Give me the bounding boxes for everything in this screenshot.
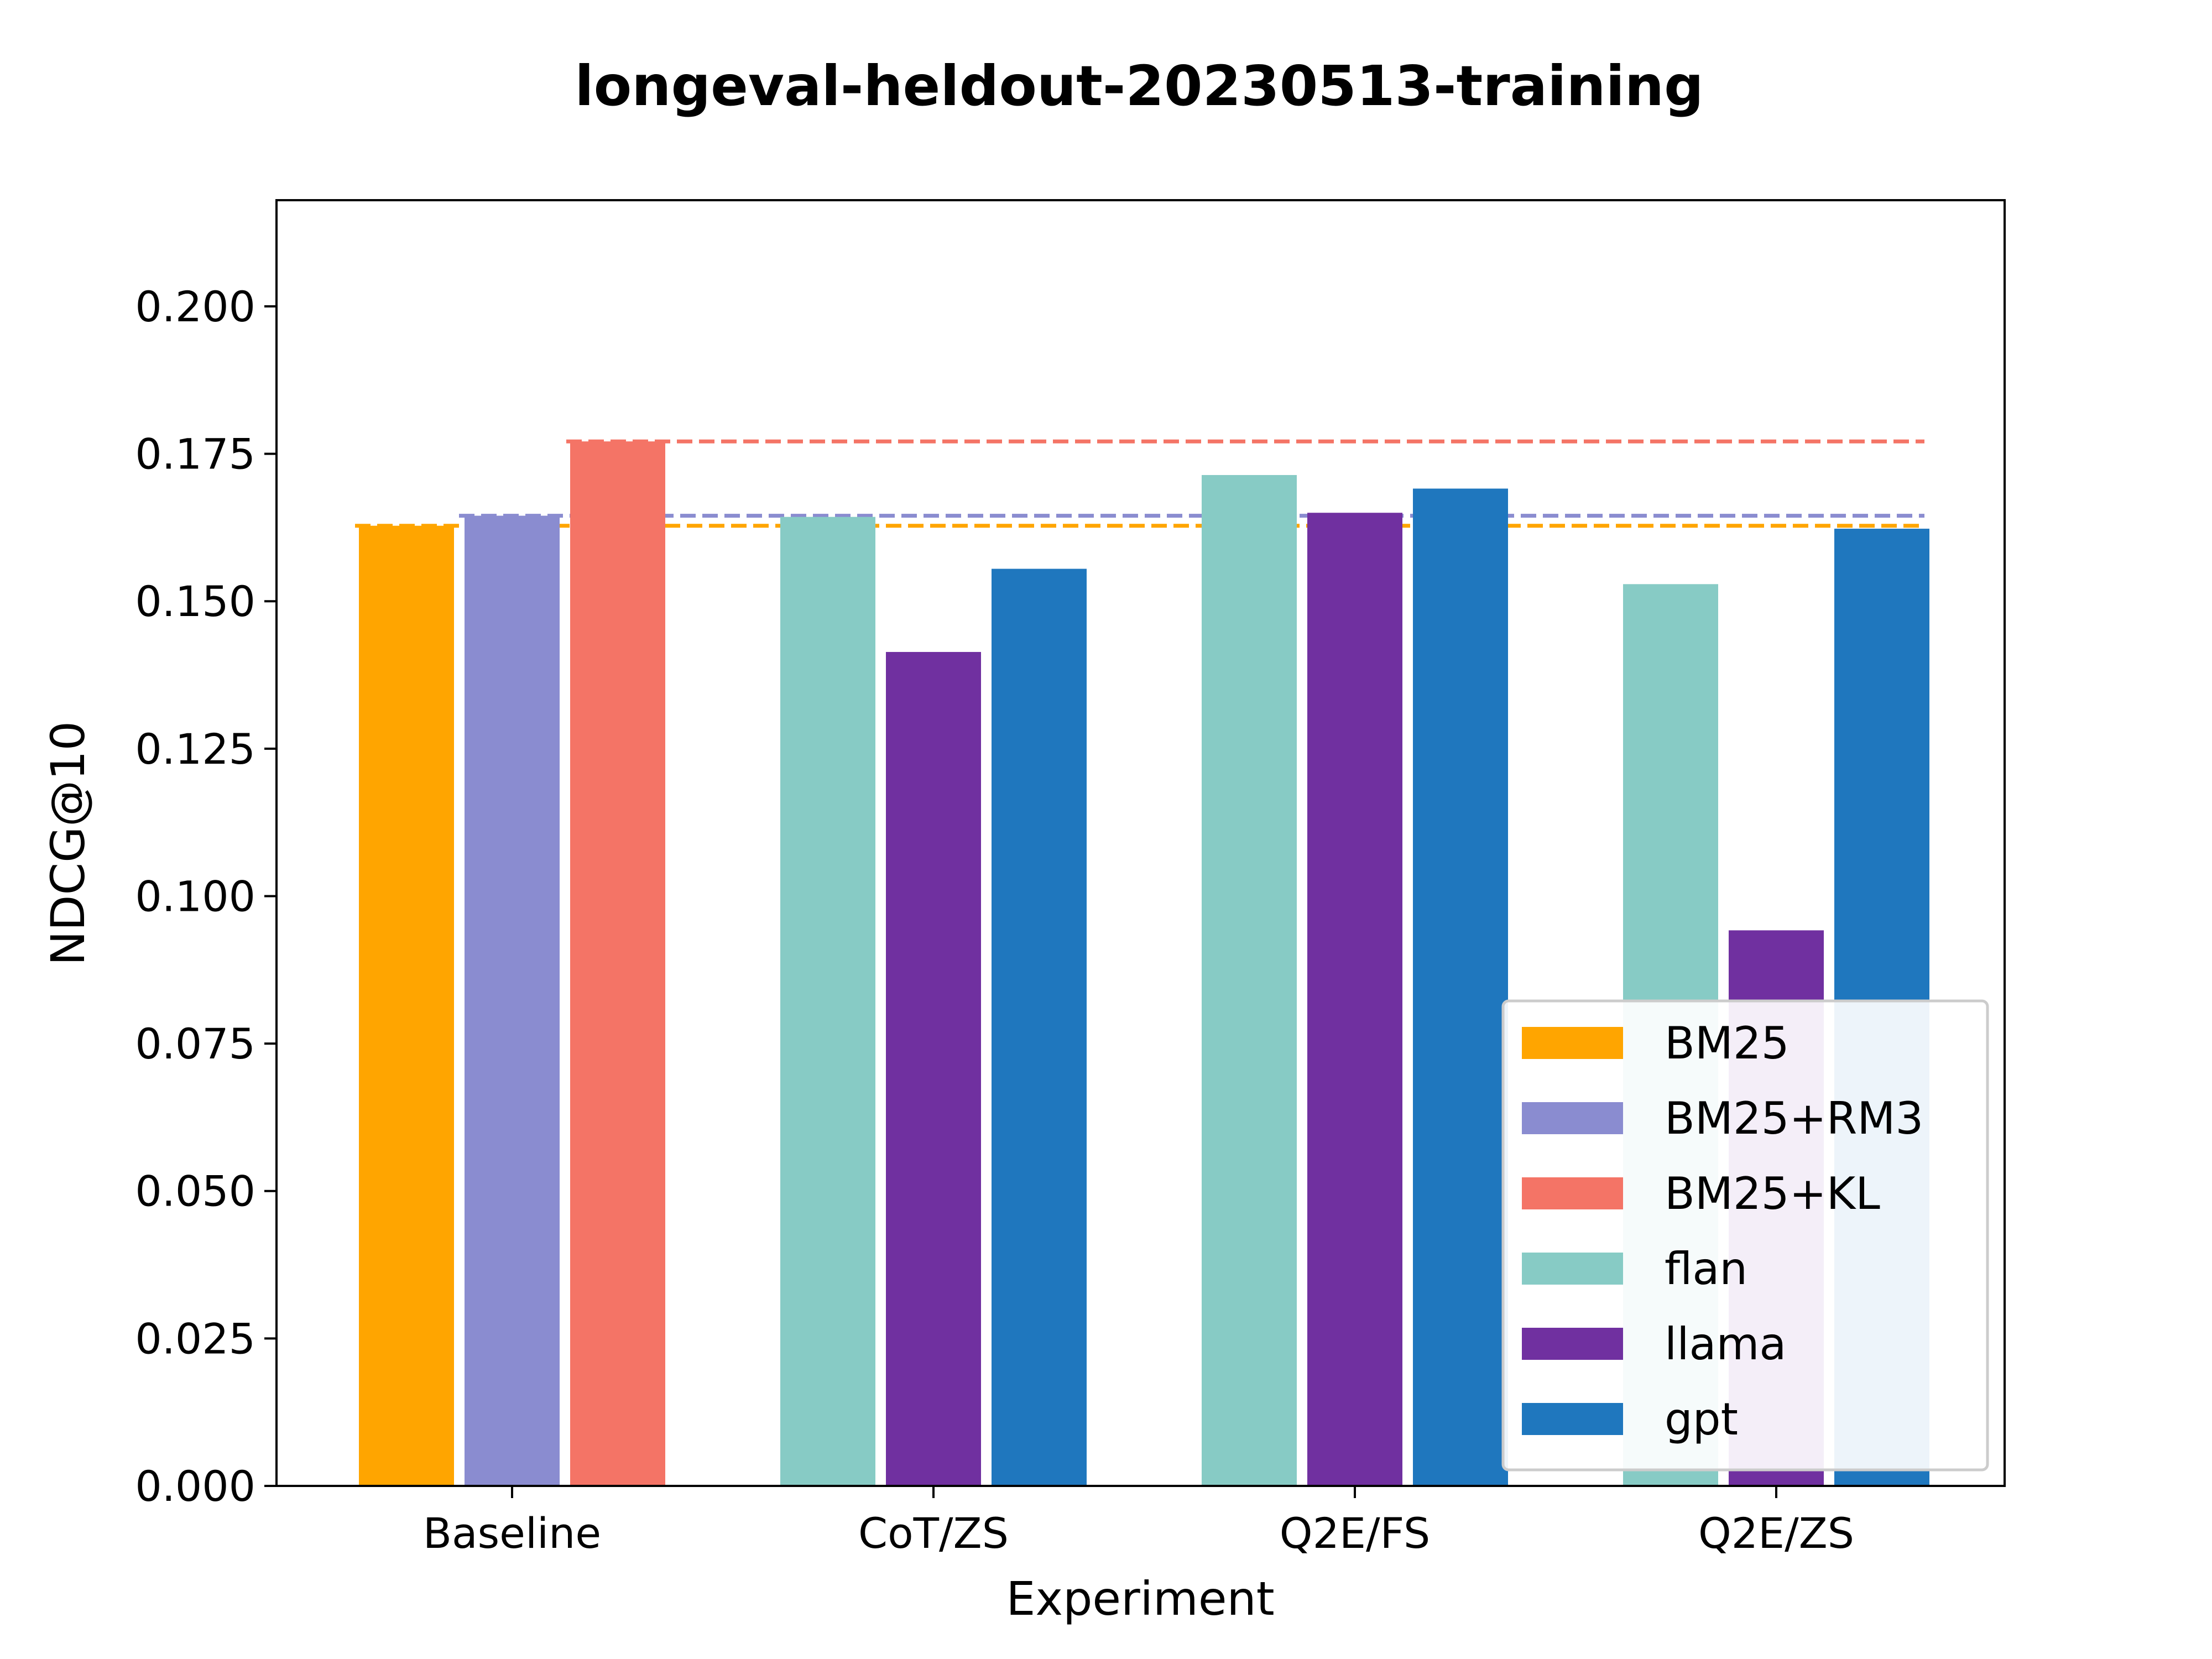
- y-tick-label: 0.175: [135, 430, 255, 479]
- bar-q2e-fs-gpt: [1413, 488, 1508, 1486]
- y-axis-label: NDCG@10: [41, 721, 95, 966]
- bar-cot-zs-gpt: [992, 568, 1087, 1486]
- legend-swatch-bm25-rm3: [1522, 1102, 1623, 1134]
- legend: BM25 BM25+RM3 BM25+KL flan llama gpt: [1501, 999, 1989, 1472]
- legend-swatch-bm25: [1522, 1027, 1623, 1059]
- y-tick-label: 0.200: [135, 282, 255, 331]
- legend-swatch-llama: [1522, 1328, 1623, 1360]
- legend-label-bm25: BM25: [1665, 1018, 1790, 1069]
- bar-q2e-fs-flan: [1202, 474, 1297, 1486]
- x-tick-label-baseline: Baseline: [423, 1509, 601, 1558]
- legend-label-llama: llama: [1665, 1318, 1786, 1370]
- y-axis-ticks: 0.000 0.025 0.050 0.075 0.100 0.125 0.150 0.175…: [135, 282, 276, 1511]
- x-tick-label-cot-zs: CoT/ZS: [858, 1509, 1009, 1558]
- reference-lines: [355, 439, 1924, 528]
- bar-cot-zs-llama: [886, 651, 981, 1486]
- x-axis-ticks: Baseline CoT/ZS Q2E/FS Q2E/ZS: [423, 1486, 1854, 1558]
- y-tick-label: 0.125: [135, 724, 255, 774]
- bar-baseline-bm25: [359, 525, 454, 1486]
- x-tick-label-q2e-fs: Q2E/FS: [1280, 1509, 1430, 1558]
- legend-box: [1501, 999, 1989, 1472]
- chart-title: longeval-heldout-20230513-training: [575, 54, 1703, 118]
- x-axis-label: Experiment: [1006, 1572, 1274, 1626]
- y-tick-label: 0.075: [135, 1019, 255, 1068]
- legend-label-bm25-kl: BM25+KL: [1665, 1168, 1880, 1219]
- bar-cot-zs-flan: [780, 517, 875, 1486]
- y-tick-label: 0.025: [135, 1314, 255, 1363]
- legend-swatch-bm25-kl: [1522, 1177, 1623, 1209]
- legend-label-bm25-rm3: BM25+RM3: [1665, 1093, 1923, 1144]
- legend-label-flan: flan: [1665, 1243, 1747, 1295]
- y-tick-label: 0.150: [135, 577, 255, 626]
- legend-swatch-flan: [1522, 1253, 1623, 1285]
- plot-frame: [275, 199, 2006, 1487]
- x-tick-label-q2e-zs: Q2E/ZS: [1698, 1509, 1854, 1558]
- y-tick-label: 0.100: [135, 872, 255, 921]
- legend-label-gpt: gpt: [1665, 1394, 1738, 1445]
- y-tick-label: 0.050: [135, 1167, 255, 1216]
- legend-swatch-gpt: [1522, 1403, 1623, 1435]
- bar-baseline-bm25-rm3: [465, 515, 560, 1486]
- bar-baseline-bm25-kl: [570, 441, 665, 1486]
- y-tick-label: 0.000: [135, 1462, 255, 1511]
- bar-q2e-fs-llama: [1307, 513, 1402, 1486]
